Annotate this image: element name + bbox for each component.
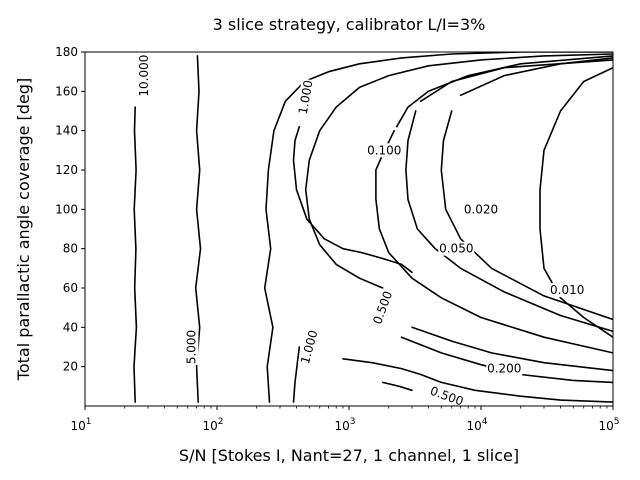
- contour-label-1_000-0: 1.000: [296, 79, 316, 115]
- y-tick-label: 120: [55, 163, 78, 177]
- y-tick-label: 20: [63, 360, 78, 374]
- contour-label-0_020-0: 0.020: [464, 202, 498, 216]
- contour-line-1_000-1: [292, 346, 301, 403]
- contour-line-0_500-1: [304, 53, 613, 289]
- contour-line-0_500-0: [292, 125, 413, 274]
- y-tick-label: 180: [55, 45, 78, 59]
- contour-line-10_000-0: [133, 106, 138, 403]
- x-tick-label: 104: [466, 417, 487, 433]
- contour-label-bg: [549, 282, 586, 297]
- y-tick-label: 80: [63, 242, 78, 256]
- contour-label-bg: [438, 241, 475, 256]
- y-axis-label: Total parallactic angle coverage [deg]: [14, 78, 33, 381]
- contour-label-0_100-0: 0.100: [367, 143, 401, 157]
- contour-label-bg: [297, 327, 321, 367]
- contour-line-0_050-0: [405, 110, 613, 333]
- contour-line-0_020-0: [440, 110, 613, 321]
- contour-label-1_000-1: 1.000: [298, 329, 320, 366]
- contour-label-bg: [184, 329, 199, 365]
- contour-label-bg: [427, 383, 467, 409]
- y-tick-label: 160: [55, 84, 78, 98]
- contour-label-0_200-0: 0.200: [487, 362, 521, 376]
- contour-line-0_100-0: [375, 129, 613, 354]
- contour-line-0_020-1: [459, 57, 613, 97]
- contour-label-0_010-0: 0.010: [550, 283, 584, 297]
- y-axis-ticks: 20 40 60 80 100 120 140 160 180: [55, 45, 85, 374]
- contour-lines: [133, 52, 613, 403]
- contour-label-bg: [295, 78, 316, 117]
- contour-labels: 10.0005.0001.0001.0000.5000.5000.2000.10…: [137, 55, 586, 409]
- x-tick-label: 102: [202, 417, 223, 433]
- contour-line-0_500-2: [342, 358, 613, 403]
- y-tick-label: 60: [63, 281, 78, 295]
- contour-line-0_200-1: [411, 326, 613, 372]
- contour-label-0_050-0: 0.050: [439, 242, 473, 256]
- contour-label-bg: [486, 361, 523, 376]
- x-axis-label: S/N [Stokes I, Nant=27, 1 channel, 1 sli…: [179, 446, 519, 465]
- contour-label-5_000-0: 5.000: [184, 330, 198, 364]
- x-tick-label: 105: [598, 417, 619, 433]
- y-tick-label: 140: [55, 124, 78, 138]
- y-tick-label: 100: [55, 202, 78, 216]
- contour-label-10_000-0: 10.000: [137, 55, 151, 97]
- contour-line-0_010-0: [539, 66, 613, 338]
- contour-label-bg: [463, 202, 499, 217]
- plot-frame: [84, 51, 614, 407]
- contour-label-bg: [369, 288, 396, 327]
- contour-line-0_500-3: [381, 381, 413, 392]
- chart-title: 3 slice strategy, calibrator L/I=3%: [213, 15, 486, 34]
- contour-line-1_000-0: [263, 52, 613, 403]
- contour-label-bg: [366, 143, 403, 158]
- x-tick-label: 101: [70, 417, 91, 433]
- contour-label-bg: [137, 57, 152, 94]
- contour-label-0_500-0: 0.500: [370, 289, 395, 326]
- x-axis-ticks: 101 102 103 104 105: [70, 406, 620, 433]
- x-tick-label: 103: [334, 417, 355, 433]
- y-tick-label: 40: [63, 320, 78, 334]
